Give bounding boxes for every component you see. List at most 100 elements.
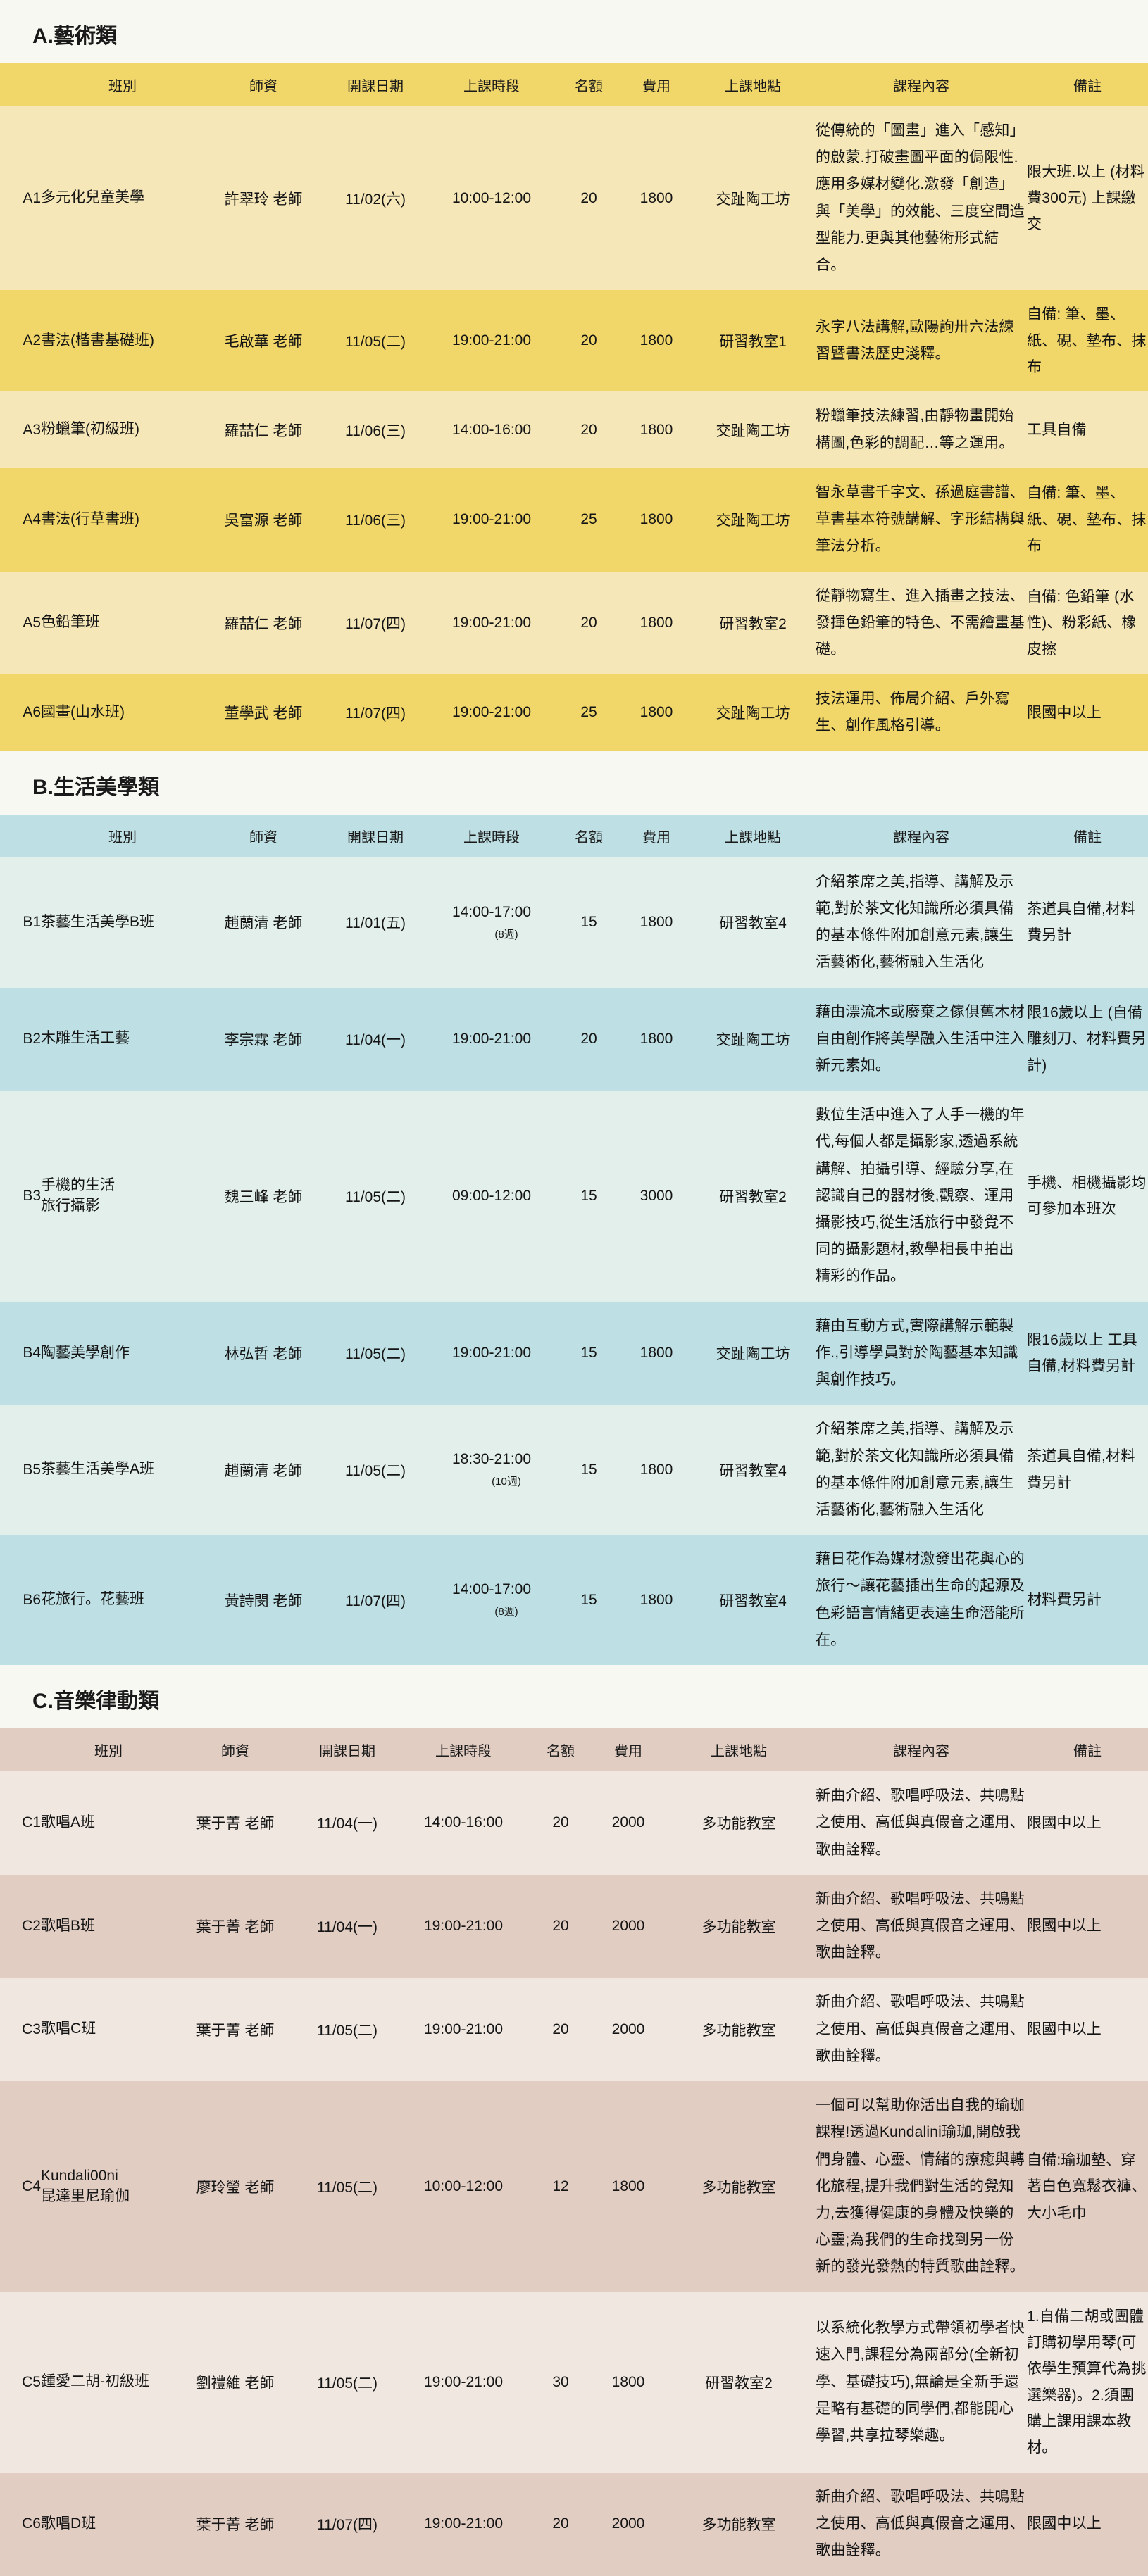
- table-row[interactable]: C5 鍾愛二胡-初級班 劉禮維 老師 11/05(二) 19:00-21:00 30 180…: [0, 2292, 1148, 2473]
- course-quota: 20: [580, 614, 597, 631]
- course-location: 研習教室1: [719, 334, 787, 351]
- course-note: 限大班.以上 (材料費300元) 上課繳交: [1027, 163, 1145, 233]
- course-teacher: 林弘哲 老師: [224, 1346, 303, 1363]
- table-row[interactable]: A5 色鉛筆班 羅喆仁 老師 11/07(四) 19:00-21:00 20 1800 研習教…: [0, 571, 1148, 675]
- course-start-date: 11/07(四): [345, 615, 406, 632]
- course-code: C3: [22, 2021, 41, 2037]
- table-row[interactable]: C1 歌唱A班 葉于菁 老師 11/04(一) 14:00-16:00 20 2000 多功能…: [0, 1771, 1148, 1875]
- course-time: 19:00-21:00: [428, 290, 555, 391]
- course-start-date: 11/04(一): [317, 1816, 378, 1833]
- course-teacher: 廖玲瑩 老師: [196, 2179, 275, 2196]
- column-header-name: 班別: [94, 1744, 123, 1760]
- course-content: 從傳統的「圖畫」進入「感知」的啟蒙.打破畫圖平面的侷限性.應用多媒材變化.激發「…: [816, 122, 1025, 274]
- table-row[interactable]: B1 茶藝生活美學B班 趙蘭清 老師 11/01(五) 14:00-17:00 (8週) 1…: [0, 857, 1148, 988]
- column-header-fee: 費用: [614, 1744, 642, 1760]
- course-code: A6: [23, 704, 41, 721]
- course-time-value: 19:00-21:00: [451, 704, 532, 721]
- course-fee: 1800: [639, 1030, 673, 1047]
- course-quota: 30: [552, 2373, 569, 2390]
- course-start-date: 11/01(五): [345, 915, 406, 932]
- table-row[interactable]: C2 歌唱B班 葉于菁 老師 11/04(一) 19:00-21:00 20 2000 多功能…: [0, 1874, 1148, 1978]
- table-row[interactable]: B3 手機的生活 旅行攝影 魏三峰 老師 11/05(二) 09:00-12:00 15 30…: [0, 1091, 1148, 1302]
- course-content: 藉日花作為媒材激發出花與心的旅行～讓花藝插出生命的起源及色彩語言情緒更表達生命潛…: [816, 1551, 1025, 1648]
- course-start-date: 11/04(一): [345, 1031, 406, 1048]
- course-code: B4: [23, 1345, 41, 1362]
- course-content: 介紹茶席之美,指導、講解及示範,對於茶文化知識所必須具備的基本條件附加創意元素,…: [816, 873, 1014, 971]
- course-time: 19:00-21:00: [428, 674, 555, 750]
- column-header-date: 開課日期: [347, 829, 404, 846]
- course-time-value: 18:30-21:00: [451, 1451, 532, 1468]
- course-time: 19:00-21:00: [428, 1302, 555, 1405]
- table-row[interactable]: A6 國畫(山水班) 董學武 老師 11/07(四) 19:00-21:00 25 1800…: [0, 674, 1148, 751]
- course-fee: 1800: [611, 2178, 645, 2194]
- table-row[interactable]: A2 書法(楷書基礎班) 毛啟華 老師 11/05(二) 19:00-21:00 20 18…: [0, 290, 1148, 392]
- course-teacher: 羅喆仁 老師: [224, 615, 303, 632]
- course-name: 木雕生活工藝: [41, 1030, 130, 1047]
- course-start-date: 11/05(二): [345, 1346, 406, 1363]
- course-time-value: 19:00-21:00: [423, 1918, 504, 1935]
- course-location: 交趾陶工坊: [716, 513, 790, 529]
- course-quota: 15: [580, 1461, 597, 1478]
- course-fee: 1800: [639, 511, 673, 528]
- course-location: 研習教室2: [705, 2375, 773, 2392]
- column-header-quota: 名額: [575, 79, 603, 94]
- course-name: 茶藝生活美學B班: [41, 913, 155, 930]
- table-row[interactable]: C3 歌唱C班 葉于菁 老師 11/05(二) 19:00-21:00 20 2000 多功能…: [0, 1978, 1148, 2082]
- course-time-value: 19:00-21:00: [423, 2021, 504, 2037]
- course-fee: 2000: [611, 2515, 645, 2532]
- course-teacher: 黃詩閔 老師: [224, 1592, 303, 1609]
- course-time-value: 09:00-12:00: [451, 1187, 532, 1204]
- table-row[interactable]: B4 陶藝美學創作 林弘哲 老師 11/05(二) 19:00-21:00 15 1800 交…: [0, 1301, 1148, 1405]
- course-quota: 20: [580, 421, 597, 438]
- course-time-value: 10:00-12:00: [451, 189, 532, 206]
- course-time-value: 14:00-16:00: [451, 421, 532, 438]
- column-header-fee: 費用: [642, 79, 670, 94]
- column-header-fee: 費用: [642, 829, 670, 846]
- course-note: 限國中以上: [1027, 2515, 1102, 2532]
- course-content: 介紹茶席之美,指導、講解及示範,對於茶文化知識所必須具備的基本條件附加創意元素,…: [816, 1421, 1014, 1518]
- course-time-value: 19:00-21:00: [451, 614, 532, 631]
- course-name: 歌唱D班: [41, 2515, 96, 2532]
- course-time: 19:00-21:00: [428, 988, 555, 1091]
- column-header-teacher: 師資: [221, 1744, 249, 1760]
- course-note: 限16歲以上 (自備雕刻刀、材料費另計): [1027, 1004, 1147, 1074]
- table-row[interactable]: A1 多元化兒童美學 許翠玲 老師 11/02(六) 10:00-12:00 20 1800…: [0, 106, 1148, 291]
- course-location: 交趾陶工坊: [716, 422, 790, 439]
- column-header-content: 課程內容: [893, 829, 949, 846]
- course-code: A4: [23, 511, 41, 528]
- course-time-value: 10:00-12:00: [423, 2178, 504, 2194]
- course-name: 歌唱C班: [41, 2021, 96, 2037]
- section-title-rose: C.音樂律動類: [0, 1665, 1148, 1729]
- table-row[interactable]: C4 Kundali00ni 昆達里尼瑜伽 廖玲瑩 老師 11/05(二) 10:00-1…: [0, 2081, 1148, 2292]
- course-teacher: 羅喆仁 老師: [224, 422, 303, 439]
- course-time-value: 14:00-17:00: [451, 1581, 532, 1598]
- course-teacher: 趙蘭清 老師: [224, 915, 303, 932]
- table-row[interactable]: A4 書法(行草書班) 吳富源 老師 11/06(三) 19:00-21:00 25 180…: [0, 467, 1148, 572]
- course-table: 班別 師資 開課日期 上課時段 名額 費用 上課地點 課程內容 備註 A1 多元化兒童美學 許翠玲 老…: [0, 63, 1148, 751]
- course-content: 新曲介紹、歌唱呼吸法、共鳴點之使用、高低與真假音之運用、歌曲詮釋。: [816, 2488, 1025, 2559]
- course-content: 藉由漂流木或廢棄之傢俱舊木材自由創作將美學融入生活中注入新元素如。: [816, 1003, 1025, 1074]
- table-row[interactable]: B2 木雕生活工藝 李宗霖 老師 11/04(一) 19:00-21:00 20 1800 交…: [0, 987, 1148, 1091]
- course-quota: 20: [580, 189, 597, 206]
- course-location: 多功能教室: [701, 2179, 776, 2196]
- course-name: 歌唱A班: [41, 1814, 96, 1830]
- table-row[interactable]: B5 茶藝生活美學A班 趙蘭清 老師 11/05(二) 18:30-21:00 (10週)…: [0, 1405, 1148, 1535]
- column-header-content: 課程內容: [893, 1744, 949, 1760]
- course-time-value: 19:00-21:00: [423, 2515, 504, 2532]
- table-row[interactable]: B6 花旅行。花藝班 黃詩閔 老師 11/07(四) 14:00-17:00 (8週) 15…: [0, 1535, 1148, 1666]
- course-weeks: (10週): [492, 1476, 521, 1488]
- table-header-row: 班別 師資 開課日期 上課時段 名額 費用 上課地點 課程內容 備註: [0, 63, 1148, 106]
- course-content: 永字八法講解,歐陽詢卅六法練習暨書法歷史淺釋。: [816, 319, 1014, 363]
- course-note: 限國中以上: [1027, 1814, 1102, 1831]
- course-time: 18:30-21:00 (10週): [428, 1405, 555, 1535]
- table-row[interactable]: C6 歌唱D班 葉于菁 老師 11/07(四) 19:00-21:00 20 2000 多功能…: [0, 2472, 1148, 2576]
- course-quota: 20: [552, 2515, 569, 2532]
- table-row[interactable]: A3 粉蠟筆(初級班) 羅喆仁 老師 11/06(三) 14:00-16:00 20 180…: [0, 391, 1148, 468]
- column-header-time: 上課時段: [463, 79, 520, 94]
- course-teacher: 葉于菁 老師: [196, 1919, 275, 1936]
- course-location: 多功能教室: [701, 1816, 776, 1833]
- course-time: 09:00-12:00: [428, 1091, 555, 1302]
- course-code: C6: [22, 2515, 41, 2532]
- course-content: 以系統化教學方式帶領初學者快速入門,課程分為兩部分(全新初學、基礎技巧),無論是…: [816, 2320, 1025, 2444]
- course-note: 工具自備: [1027, 421, 1087, 438]
